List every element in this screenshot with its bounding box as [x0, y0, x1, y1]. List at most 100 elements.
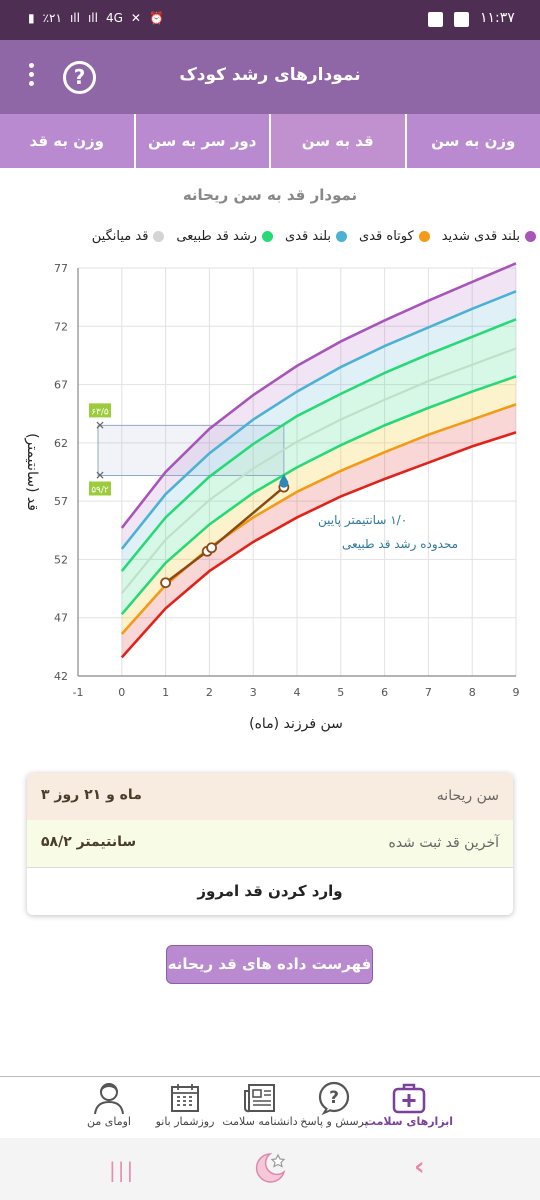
series-line-sd2p — [120, 290, 517, 550]
tab-height-for-age[interactable]: قد به سن — [269, 114, 405, 168]
legend-dot — [153, 230, 165, 242]
status-bar: ▮ ٪۲۱ ıll ıll 4G ✕ ⏰ ۱۱:۳۷ — [0, 0, 540, 40]
band-tall — [121, 291, 517, 572]
legend-dot — [418, 230, 430, 242]
series-line-median — [120, 347, 517, 594]
series-line-sd3p — [120, 262, 517, 529]
battery-level: ٪۲۱ — [42, 11, 62, 25]
nav-calendar[interactable]: روزشمار بانو — [140, 1081, 230, 1128]
x-tick-label: 9 — [513, 686, 520, 699]
legend-label: قد میانگین — [91, 228, 149, 244]
x-tick-label: 4 — [294, 686, 301, 699]
band-severe-short — [121, 404, 517, 658]
age-value: ۳ ماه و ۲۱ روز — [41, 787, 142, 803]
calendar-icon — [140, 1081, 230, 1115]
nav-label: روزشمار بانو — [155, 1115, 215, 1128]
tab-head-circumference[interactable]: دور سر به سن — [133, 114, 270, 168]
age-label: سن ریحانه — [436, 788, 499, 804]
range-label-box — [89, 403, 111, 418]
x-axis-title: سن فرزند (ماه) — [249, 716, 343, 732]
status-left: ▮ ٪۲۱ ıll ıll 4G ✕ ⏰ — [28, 11, 164, 25]
legend-item-normal: رشد قد طبیعی — [176, 226, 274, 246]
notification-check-icon — [428, 12, 443, 27]
annotation-line-2: محدوده رشد قد طبیعی — [342, 537, 458, 552]
measurement-point — [206, 542, 217, 554]
band-normal — [121, 319, 517, 615]
back-icon[interactable]: ‹ — [414, 1152, 425, 1182]
last-height-row: آخرین قد ثبت شده ۵۸/۲ سانتیمتر — [27, 820, 513, 867]
x-tick-label: 6 — [381, 686, 388, 699]
target-marker — [279, 474, 289, 488]
signal-icon: ıll — [69, 11, 80, 25]
mute-icon: ✕ — [130, 11, 141, 25]
nav-label: اومای من — [87, 1115, 131, 1128]
nav-health-tools[interactable]: ابزارهای سلامت — [364, 1081, 454, 1128]
nav-label: دانشنامه سلامت — [222, 1115, 298, 1128]
legend-item-tall: بلند قدی — [285, 226, 348, 246]
x-tick-label: 2 — [206, 686, 213, 699]
home-moon-icon[interactable] — [250, 1150, 290, 1190]
band-severe-tall — [121, 263, 517, 549]
question-bubble-icon: ? — [289, 1081, 379, 1115]
height-data-list-button[interactable]: فهرست داده های قد ریحانه — [166, 945, 373, 984]
annotation-line-1: ۱/۰ سانتیمتر پایین — [318, 513, 407, 528]
last-height-value: ۵۸/۲ سانتیمتر — [41, 834, 137, 850]
nav-qa[interactable]: ? پرسش و پاسخ — [289, 1081, 379, 1128]
recent-apps-icon[interactable]: ||| — [109, 1158, 136, 1182]
x-tick-label: 5 — [337, 686, 344, 699]
child-info-card: سن ریحانه ۳ ماه و ۲۱ روز آخرین قد ثبت شد… — [27, 773, 513, 915]
y-tick-label: 67 — [54, 379, 68, 392]
legend-item-severe-tall: بلند قدی شدید — [442, 226, 536, 246]
gallery-icon — [454, 12, 469, 27]
x-tick-label: 8 — [469, 686, 476, 699]
network-type: 4G — [105, 11, 123, 25]
legend-dot — [262, 230, 274, 242]
range-label: ۵۹/۲ — [91, 485, 109, 495]
range-label: ۶۳/۵ — [91, 407, 109, 417]
y-tick-label: 52 — [54, 553, 68, 566]
legend-dot — [525, 230, 536, 242]
nav-encyclopedia[interactable]: دانشنامه سلامت — [215, 1081, 305, 1128]
nav-label: پرسش و پاسخ — [300, 1115, 368, 1128]
signal-icon-2: ıll — [87, 11, 98, 25]
legend-label: بلند قدی — [285, 228, 332, 244]
chart-legend: بلند قدی شدید کوتاه قدی بلند قدی رشد قد … — [8, 226, 536, 246]
medical-kit-icon — [364, 1081, 454, 1115]
legend-label: کوتاه قدی — [359, 228, 414, 244]
battery-icon: ▮ — [28, 11, 35, 25]
clock: ۱۱:۳۷ — [480, 10, 515, 26]
range-label-box — [89, 481, 111, 496]
y-tick-label: 42 — [54, 670, 68, 683]
nav-label: ابزارهای سلامت — [364, 1115, 454, 1128]
y-tick-label: 62 — [54, 437, 68, 450]
nav-profile[interactable]: اومای من — [64, 1081, 154, 1128]
chart-title: نمودار قد به سن ریحانه — [182, 186, 358, 204]
enter-height-button[interactable]: وارد کردن قد امروز — [27, 867, 513, 915]
system-navigation: ||| ‹ — [0, 1138, 540, 1200]
y-tick-label: 57 — [54, 495, 68, 508]
x-tick-label: 3 — [250, 686, 257, 699]
user-icon — [64, 1081, 154, 1115]
tab-weight-for-height[interactable]: وزن به قد — [29, 132, 104, 150]
series-line-sd3n — [120, 431, 517, 659]
svg-text:?: ? — [329, 1088, 339, 1108]
y-axis-title: قد (سانتیمتر) — [24, 433, 40, 511]
x-tick-label: 0 — [118, 686, 125, 699]
x-tick-label: 7 — [425, 686, 432, 699]
series-line-sd1n — [120, 375, 517, 616]
y-tick-label: 72 — [54, 320, 68, 333]
y-tick-label: 77 — [54, 262, 68, 275]
measurement-point — [160, 577, 172, 589]
x-tick-label: 1 — [162, 686, 169, 699]
app-bar: ? نمودارهای رشد کودک — [0, 40, 540, 114]
chart-tabs: وزن به سن قد به سن دور سر به سن وزن به ق… — [0, 114, 540, 168]
bottom-navigation: ابزارهای سلامت ? پرسش و پاسخ دانشنامه سل… — [0, 1076, 540, 1138]
y-tick-label: 47 — [54, 612, 68, 625]
last-height-label: آخرین قد ثبت شده — [388, 835, 500, 851]
age-row: سن ریحانه ۳ ماه و ۲۱ روز — [27, 773, 513, 820]
range-x-mark: ✕ — [95, 418, 105, 432]
tab-weight-for-age[interactable]: وزن به سن — [404, 114, 540, 168]
help-icon[interactable]: ? — [63, 61, 96, 94]
overflow-menu-icon[interactable] — [24, 60, 38, 94]
